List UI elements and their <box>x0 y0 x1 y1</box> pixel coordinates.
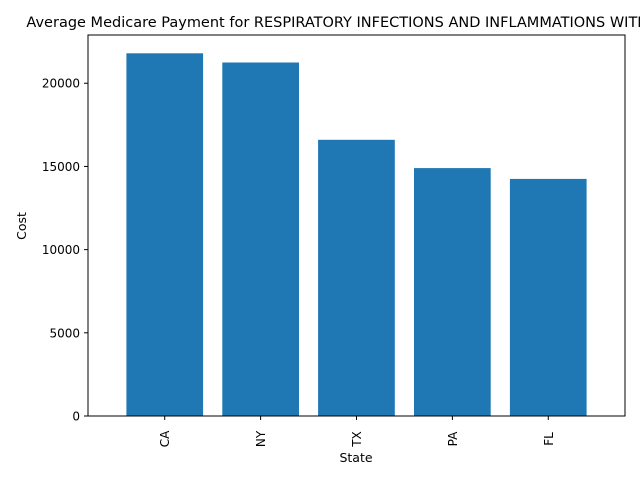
axes-frame <box>87 34 626 417</box>
chart-title: Average Medicare Payment for RESPIRATORY… <box>26 15 640 31</box>
x-tick-label: NY <box>254 430 268 447</box>
y-tick-label: 5000 <box>49 326 80 340</box>
bar-pa <box>414 168 491 416</box>
x-axis-label: State <box>339 450 372 465</box>
y-tick-label: 10000 <box>42 243 80 257</box>
bars-group <box>126 53 587 417</box>
x-tick-label: FL <box>542 432 556 446</box>
y-tick-label: 0 <box>72 410 80 424</box>
x-ticks-group: CA NY TX PA FL <box>158 416 556 448</box>
bar-fl <box>509 178 587 416</box>
y-ticks-group: 0 5000 10000 15000 20000 <box>42 77 88 424</box>
x-tick-label: TX <box>350 431 364 448</box>
y-tick-label: 15000 <box>42 160 80 174</box>
bar-ca <box>126 53 204 417</box>
y-tick-label: 20000 <box>42 77 80 91</box>
x-tick-label: CA <box>158 430 172 447</box>
x-tick-label: PA <box>446 431 460 446</box>
bar-ny <box>222 62 299 416</box>
y-axis-label: Cost <box>14 212 29 240</box>
bar-tx <box>318 139 395 417</box>
